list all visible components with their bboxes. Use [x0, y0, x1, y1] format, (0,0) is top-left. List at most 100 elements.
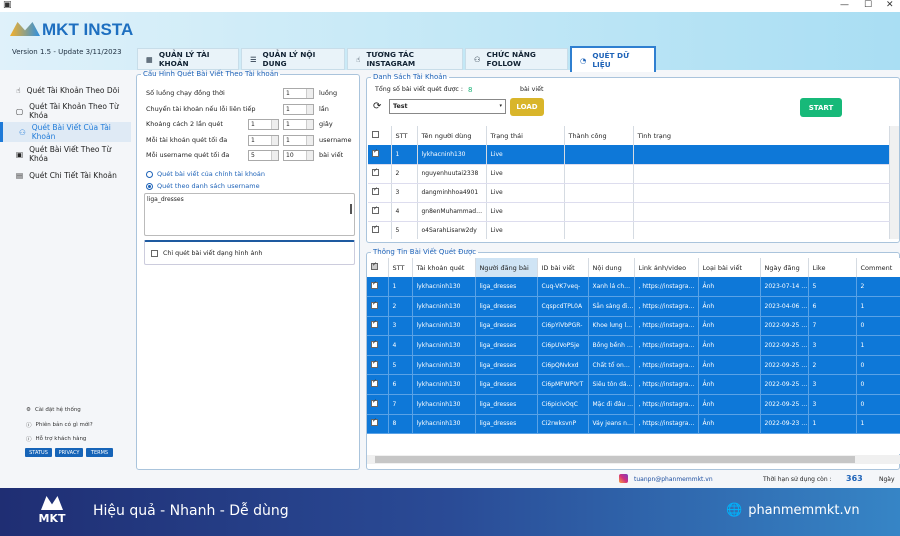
row-checkbox[interactable]: [368, 145, 392, 165]
remaining-days: 363: [846, 474, 863, 483]
column-header[interactable]: STT: [391, 126, 418, 145]
radio-username-list[interactable]: Quét theo danh sách username: [146, 182, 260, 190]
refresh-icon[interactable]: ⟳: [373, 101, 382, 112]
column-header[interactable]: Ngày đăng: [760, 258, 809, 277]
table-cell: liga_dresses: [475, 394, 538, 415]
contact-email[interactable]: tuanpn@phanmemmkt.vn: [634, 476, 713, 483]
start-button[interactable]: START: [800, 98, 842, 117]
sidebar-item-quet-tai-khoan-theo-doi[interactable]: ☝ Quét Tài Khoản Theo Dõi: [0, 80, 131, 100]
settings-link[interactable]: ⚙ Cài đặt hệ thống: [26, 407, 81, 413]
column-header[interactable]: Thành công: [564, 126, 634, 145]
table-row[interactable]: 3lykhacninh130liga_dressesCi6pYiVbPGR-Kh…: [367, 316, 900, 337]
number-spinner[interactable]: 1: [248, 119, 279, 130]
terms-button[interactable]: TERMS: [86, 448, 113, 457]
row-checkbox[interactable]: [367, 296, 389, 317]
config-legend: Cấu Hình Quét Bài Viết Theo Tài khoản: [143, 70, 279, 78]
column-header[interactable]: Comment: [856, 258, 900, 277]
tab-chuc-nang-follow[interactable]: ⚇ CHỨC NĂNG FOLLOW: [465, 48, 568, 70]
table-row[interactable]: 6lykhacninh130liga_dressesCi6pMFWP0rTSiê…: [367, 374, 900, 396]
row-checkbox[interactable]: [368, 202, 392, 222]
number-spinner[interactable]: 1: [283, 88, 314, 99]
row-checkbox[interactable]: [367, 277, 389, 298]
column-header[interactable]: Trạng thái: [486, 126, 565, 145]
username-list-textarea[interactable]: liga_dresses: [144, 193, 355, 236]
privacy-button[interactable]: PRIVACY: [55, 448, 83, 457]
close-button[interactable]: ✕: [886, 0, 894, 10]
row-checkbox[interactable]: [367, 374, 389, 396]
sidebar-item-label: Quét Tài Khoản Theo Dõi: [26, 85, 120, 95]
column-header[interactable]: ID bài viết: [537, 258, 589, 277]
table-cell: Live: [486, 164, 565, 184]
tab-quan-ly-tai-khoan[interactable]: ▦ QUẢN LÝ TÀI KHOẢN: [137, 48, 239, 70]
load-button[interactable]: LOAD: [510, 98, 544, 116]
column-header[interactable]: Tài khoản quét: [412, 258, 476, 277]
accounts-scrollbar[interactable]: [890, 126, 899, 239]
column-header[interactable]: Người đăng bài: [475, 258, 538, 277]
column-header[interactable]: Tên người dùng: [417, 126, 487, 145]
scrollbar[interactable]: [350, 204, 352, 214]
hand-icon: ☝: [356, 54, 361, 64]
table-row[interactable]: 7lykhacninh130liga_dressesCi6picivOqCMặc…: [367, 394, 900, 415]
row-checkbox[interactable]: [367, 316, 389, 337]
users-icon: ⚇: [19, 127, 26, 137]
number-spinner[interactable]: 10: [283, 150, 314, 161]
table-cell: o4SarahLisarw2dy: [417, 221, 487, 239]
number-spinner[interactable]: 5: [248, 150, 279, 161]
sidebar-item-quet-bai-viet-tu-khoa[interactable]: ▣ Quét Bài Viết Theo Từ Khóa: [0, 144, 131, 164]
sidebar-item-quet-chi-tiet[interactable]: ▤ Quét Chi Tiết Tài Khoản: [0, 165, 131, 185]
row-checkbox[interactable]: [367, 394, 389, 415]
image-only-checkbox[interactable]: Chỉ quét bài viết dạng hình ảnh: [144, 240, 355, 265]
table-cell: [564, 145, 634, 165]
table-row[interactable]: 8lykhacninh130liga_dressesCi2rwksvnPVáy …: [367, 414, 900, 435]
row-checkbox[interactable]: [368, 164, 392, 184]
remaining-unit: Ngày: [879, 476, 895, 483]
table-cell: liga_dresses: [475, 277, 538, 298]
whats-new-link[interactable]: ⓘ Phiên bản có gì mới?: [26, 421, 93, 429]
table-row[interactable]: 5lykhacninh130liga_dressesCi6pQNvkxdChất…: [367, 355, 900, 376]
select-all-checkbox[interactable]: [368, 126, 392, 145]
support-link[interactable]: ⓘ Hỗ trợ khách hàng: [26, 435, 86, 443]
number-spinner[interactable]: 1: [283, 134, 314, 146]
sidebar-item-quet-bai-viet-tai-khoan[interactable]: ⚇ Quét Bài Viết Của Tài Khoản: [0, 122, 131, 142]
row-checkbox[interactable]: [368, 221, 392, 239]
table-cell: , https://instagram.fsg...: [634, 414, 699, 435]
column-header[interactable]: Loại bài viết: [698, 258, 761, 277]
select-all-checkbox[interactable]: [367, 258, 389, 277]
column-header[interactable]: Tình trạng: [633, 126, 890, 145]
tab-tuong-tac-instagram[interactable]: ☝ TƯƠNG TÁC INSTAGRAM: [347, 48, 463, 70]
posts-scrollbar[interactable]: [367, 455, 900, 464]
sidebar-item-quet-tai-khoan-tu-khoa[interactable]: ▢ Quét Tài Khoản Theo Từ Khóa: [0, 101, 131, 121]
table-cell: 5: [388, 355, 413, 376]
radio-own-posts[interactable]: Quét bài viết của chính tài khoản: [146, 170, 265, 178]
column-header[interactable]: Link ảnh/video: [634, 258, 699, 277]
website-link[interactable]: 🌐 phanmemmkt.vn: [726, 503, 860, 518]
number-spinner[interactable]: 1: [248, 134, 279, 146]
number-spinner[interactable]: 1: [283, 119, 314, 130]
row-checkbox[interactable]: [367, 414, 389, 435]
tab-quan-ly-noi-dung[interactable]: ☰ QUẢN LÝ NỘI DUNG: [241, 48, 345, 70]
minimize-button[interactable]: —: [840, 0, 849, 10]
column-header[interactable]: Nội dung: [588, 258, 635, 277]
config-row-label: Mỗi tài khoản quét tối đa: [146, 135, 228, 144]
table-cell: lykhacninh130: [412, 414, 476, 435]
table-cell: Ci6pUVoPSje: [537, 335, 589, 356]
group-select[interactable]: Test ▾: [389, 99, 506, 114]
table-row[interactable]: 4lykhacninh130liga_dressesCi6pUVoPSjeBồn…: [367, 335, 900, 356]
tab-quet-du-lieu[interactable]: ◔ QUÉT DỮ LIỆU: [570, 46, 656, 72]
maximize-button[interactable]: ☐: [864, 0, 873, 10]
number-spinner[interactable]: 1: [283, 103, 314, 115]
row-checkbox[interactable]: [367, 355, 389, 376]
row-checkbox[interactable]: [367, 335, 389, 356]
table-row[interactable]: 1lykhacninh130liga_dressesCuq-VK7veq-Xan…: [367, 277, 900, 298]
column-header[interactable]: STT: [388, 258, 413, 277]
row-checkbox[interactable]: [368, 183, 392, 203]
table-cell: dangminhhoa4901: [417, 183, 487, 203]
status-button[interactable]: STATUS: [25, 448, 52, 457]
column-header[interactable]: Like: [808, 258, 857, 277]
table-row[interactable]: 2lykhacninh130liga_dressesCqspcdTPL0ASẵn…: [367, 296, 900, 317]
